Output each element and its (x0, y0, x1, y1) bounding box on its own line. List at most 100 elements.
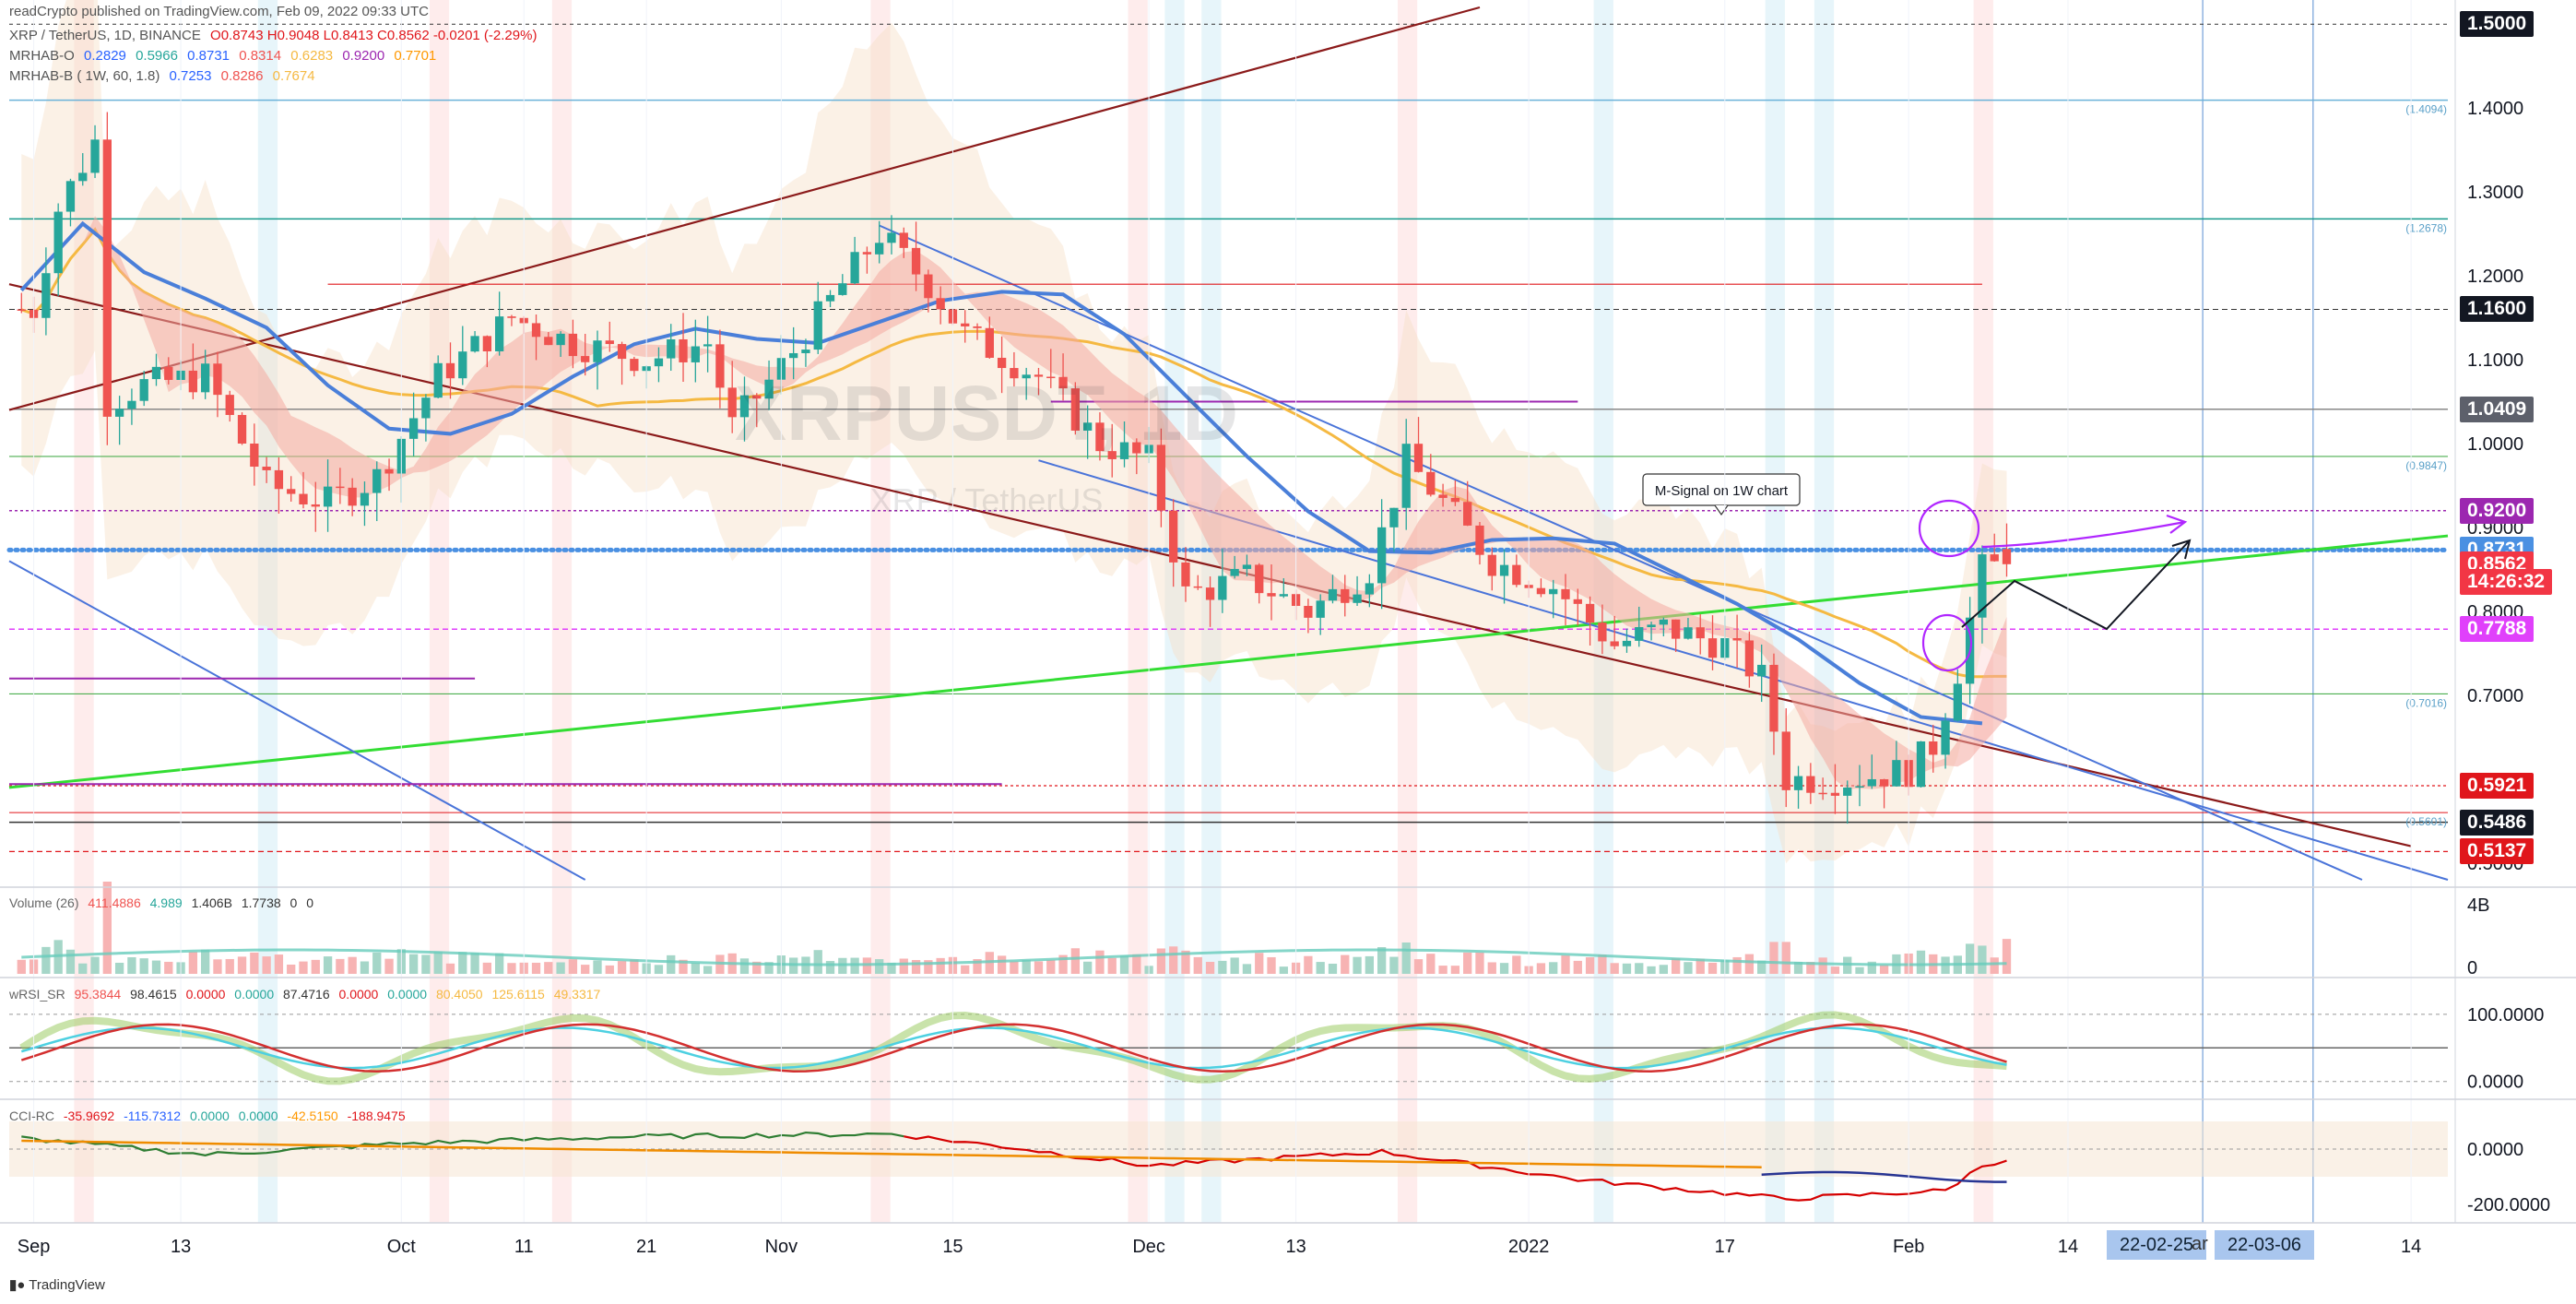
candle-body-82[interactable] (1022, 374, 1031, 379)
candle-body-5[interactable] (78, 172, 88, 182)
candle-body-97[interactable] (1205, 587, 1215, 600)
candle-body-161[interactable] (1990, 554, 1999, 562)
candle-body-19[interactable] (250, 443, 259, 468)
candle-body-105[interactable] (1304, 606, 1313, 618)
candle-body-84[interactable] (1046, 376, 1056, 379)
candle-body-26[interactable] (336, 486, 345, 489)
candle-body-45[interactable] (568, 333, 578, 357)
candle-body-130[interactable] (1610, 641, 1619, 646)
candle-body-158[interactable] (1953, 683, 1962, 721)
candle-body-34[interactable] (433, 362, 443, 398)
candle-body-10[interactable] (139, 379, 148, 401)
candle-body-72[interactable] (899, 232, 908, 248)
candle-body-43[interactable] (544, 337, 553, 346)
candle-body-29[interactable] (372, 468, 382, 493)
candle-body-153[interactable] (1892, 760, 1901, 787)
candle-body-113[interactable] (1401, 444, 1411, 508)
indicator2-legend[interactable]: MRHAB-B ( 1W, 60, 1.8) 0.7253 0.8286 0.7… (9, 68, 321, 84)
candle-body-131[interactable] (1622, 640, 1632, 646)
candle-body-74[interactable] (924, 274, 933, 299)
candle-body-114[interactable] (1413, 444, 1424, 472)
candle-body-86[interactable] (1070, 388, 1081, 431)
candle-body-96[interactable] (1193, 586, 1202, 588)
candle-body-100[interactable] (1242, 564, 1252, 569)
candle-body-150[interactable] (1855, 786, 1864, 788)
candle-body-129[interactable] (1598, 622, 1607, 642)
candle-body-109[interactable] (1353, 594, 1362, 603)
candle-body-16[interactable] (213, 363, 222, 396)
candle-body-108[interactable] (1341, 588, 1350, 603)
candle-body-39[interactable] (495, 316, 504, 351)
candle-body-4[interactable] (65, 181, 76, 212)
candle-body-156[interactable] (1929, 741, 1938, 755)
candle-body-81[interactable] (1010, 368, 1019, 379)
candle-body-149[interactable] (1843, 788, 1852, 796)
candle-body-23[interactable] (299, 493, 308, 504)
candle-body-30[interactable] (384, 468, 394, 474)
tradingview-logo[interactable]: ▮● TradingView (9, 1276, 105, 1293)
candle-body-9[interactable] (127, 400, 136, 409)
candle-body-95[interactable] (1181, 562, 1190, 587)
candle-body-64[interactable] (801, 350, 810, 353)
candle-body-48[interactable] (605, 340, 614, 345)
candle-body-60[interactable] (752, 395, 762, 399)
candle-body-32[interactable] (408, 418, 419, 439)
candle-body-93[interactable] (1156, 445, 1166, 511)
candle-body-124[interactable] (1536, 587, 1546, 595)
candle-body-91[interactable] (1132, 442, 1141, 454)
candle-body-33[interactable] (421, 397, 431, 419)
candle-body-63[interactable] (789, 352, 798, 359)
candle-body-94[interactable] (1169, 510, 1178, 563)
candle-body-135[interactable] (1671, 619, 1681, 639)
candle-body-152[interactable] (1879, 778, 1889, 787)
candle-body-89[interactable] (1107, 451, 1117, 459)
candle-body-99[interactable] (1230, 568, 1239, 576)
candle-body-69[interactable] (862, 252, 872, 255)
wrsi-legend[interactable]: wRSI_SR 95.3844 98.4615 0.0000 0.0000 87… (9, 987, 606, 1002)
candle-body-17[interactable] (225, 395, 234, 415)
candle-body-50[interactable] (630, 359, 639, 372)
candle-body-27[interactable] (348, 487, 357, 506)
candle-body-61[interactable] (764, 379, 774, 399)
candle-body-119[interactable] (1475, 525, 1484, 555)
candle-body-162[interactable] (2002, 549, 2012, 564)
candle-body-122[interactable] (1512, 564, 1521, 586)
candle-body-111[interactable] (1377, 527, 1387, 584)
candle-body-20[interactable] (262, 467, 271, 470)
candle-body-107[interactable] (1328, 588, 1338, 601)
candle-body-102[interactable] (1267, 593, 1276, 597)
candle-body-147[interactable] (1818, 792, 1827, 795)
candle-body-88[interactable] (1095, 422, 1105, 452)
candle-body-37[interactable] (470, 336, 479, 352)
candle-body-136[interactable] (1684, 627, 1693, 639)
candle-body-116[interactable] (1438, 494, 1448, 498)
candle-body-125[interactable] (1549, 588, 1558, 595)
candle-body-66[interactable] (825, 294, 835, 302)
candle-body-22[interactable] (287, 489, 296, 494)
candle-body-67[interactable] (838, 283, 847, 295)
candle-body-140[interactable] (1732, 638, 1742, 641)
candle-body-144[interactable] (1781, 731, 1790, 790)
candle-body-148[interactable] (1830, 792, 1840, 796)
candle-body-133[interactable] (1647, 624, 1656, 628)
candle-body-15[interactable] (201, 363, 210, 393)
candle-body-0[interactable] (17, 309, 26, 311)
candle-body-12[interactable] (164, 366, 173, 380)
candle-body-38[interactable] (482, 336, 492, 351)
candle-body-52[interactable] (654, 358, 664, 367)
candle-body-28[interactable] (360, 492, 370, 506)
candle-body-46[interactable] (581, 356, 590, 362)
candle-body-47[interactable] (593, 340, 602, 362)
candle-body-157[interactable] (1941, 720, 1950, 755)
candle-body-42[interactable] (531, 323, 541, 338)
candle-body-155[interactable] (1916, 741, 1926, 788)
candle-body-77[interactable] (961, 323, 970, 326)
candle-body-79[interactable] (985, 327, 994, 358)
candle-body-7[interactable] (102, 139, 112, 417)
candle-body-6[interactable] (90, 139, 100, 173)
candle-body-58[interactable] (727, 387, 737, 418)
candle-body-121[interactable] (1499, 564, 1509, 576)
volume-legend[interactable]: Volume (26) 411.4886 4.989 1.406B 1.7738… (9, 895, 319, 910)
candle-body-141[interactable] (1744, 640, 1755, 677)
candle-body-57[interactable] (715, 344, 725, 388)
